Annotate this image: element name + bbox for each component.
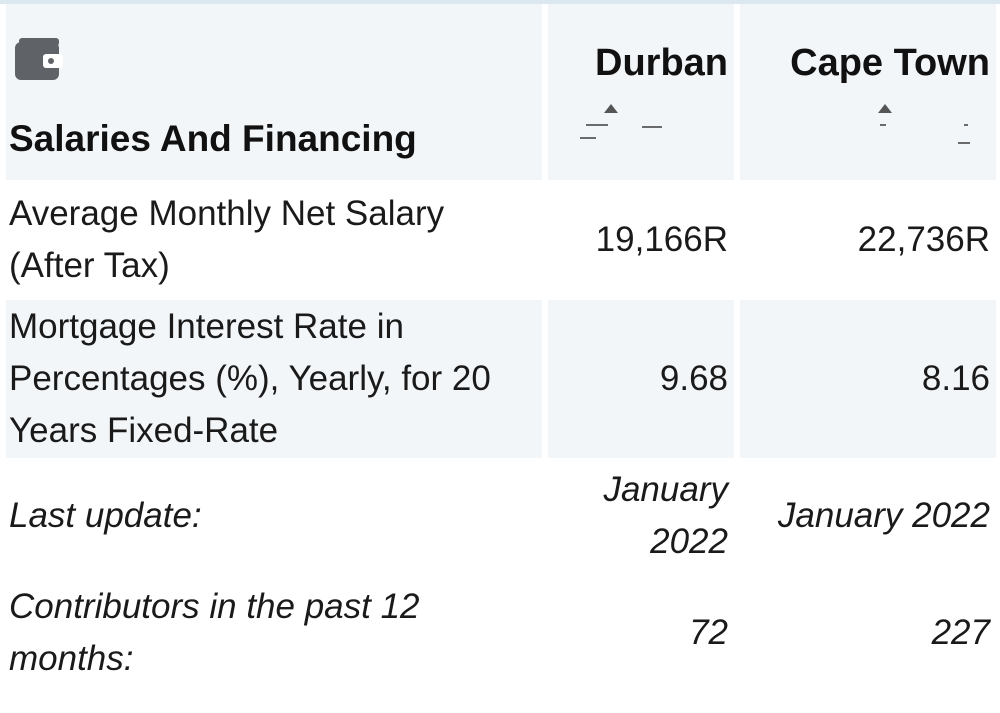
value-cape-town: 8.16 <box>734 300 996 458</box>
header-label-cell: Salaries And Financing <box>6 4 542 180</box>
sort-indicator <box>642 126 662 128</box>
city-name-cape-town: Cape Town <box>790 42 990 84</box>
contributors-cape-town: 227 <box>734 574 996 692</box>
sort-indicator <box>580 137 596 139</box>
city-name-durban: Durban <box>595 42 728 84</box>
value-durban: 9.68 <box>542 300 734 458</box>
table-header-row: Salaries And Financing Durban Cape Town <box>6 4 996 180</box>
value-durban: 19,166R <box>542 180 734 300</box>
sort-arrow-icon[interactable] <box>604 104 618 113</box>
sort-indicator <box>964 124 968 126</box>
table-row: Contributors in the past 12 months: 72 2… <box>6 574 996 692</box>
value-cape-town: 22,736R <box>734 180 996 300</box>
sort-indicator <box>880 124 886 126</box>
city-header-cape-town[interactable]: Cape Town <box>734 4 996 180</box>
section-title: Salaries And Financing <box>9 118 417 159</box>
comparison-table: Salaries And Financing Durban Cape Town … <box>6 4 996 692</box>
contributors-durban: 72 <box>542 574 734 692</box>
contributors-label: Contributors in the past 12 months: <box>9 587 420 678</box>
last-update-durban: January 2022 <box>542 458 734 574</box>
row-label: Average Monthly Net Salary (After Tax) <box>9 194 445 285</box>
table-row: Average Monthly Net Salary (After Tax) 1… <box>6 180 996 300</box>
last-update-cape-town: January 2022 <box>734 458 996 574</box>
table-row: Mortgage Interest Rate in Percentages (%… <box>6 300 996 458</box>
sort-indicator <box>586 124 608 126</box>
row-label: Mortgage Interest Rate in Percentages (%… <box>6 300 542 458</box>
sort-indicator <box>958 142 970 144</box>
last-update-label: Last update: <box>9 496 202 535</box>
table-row: Last update: January 2022 January 2022 <box>6 458 996 574</box>
top-divider <box>0 0 1000 4</box>
sort-arrow-icon[interactable] <box>878 104 892 113</box>
wallet-icon <box>15 38 63 80</box>
city-header-durban[interactable]: Durban <box>542 4 734 180</box>
